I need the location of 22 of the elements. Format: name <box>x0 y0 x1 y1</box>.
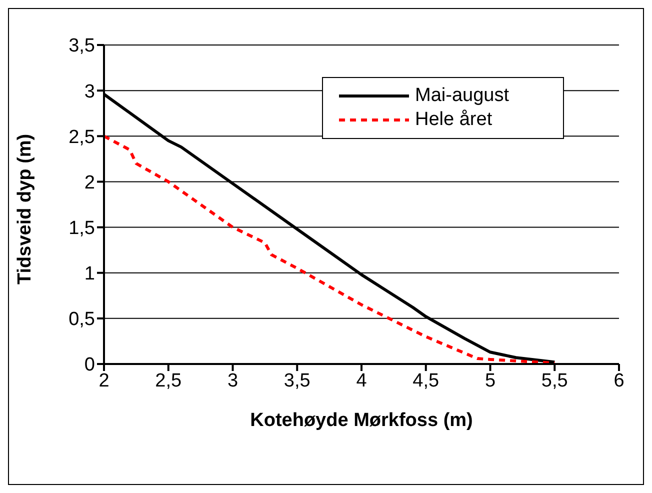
line-series <box>104 134 556 364</box>
x-tick-label: 5,5 <box>541 370 568 392</box>
y-tick-label: 0 <box>84 354 95 376</box>
legend-label: Mai-august <box>415 85 509 107</box>
x-tick-label: 4 <box>356 370 368 392</box>
x-tick-label: 4,5 <box>412 370 440 392</box>
x-tick-label: 3 <box>227 370 238 392</box>
x-axis-title: Kotehøyde Mørkfoss (m) <box>250 410 473 431</box>
y-axis-title: Tidsveid dyp (m) <box>14 134 36 284</box>
y-tick-label: 1 <box>84 264 95 285</box>
x-tick-label: 3,5 <box>284 370 310 392</box>
y-tick-label: 2,5 <box>68 126 95 148</box>
y-tick-label: 3,5 <box>68 36 95 57</box>
x-tick-label: 5 <box>484 370 496 392</box>
y-tick-label: 2 <box>84 172 95 194</box>
x-tick-label: 6 <box>614 370 624 392</box>
x-tick-label: 2 <box>98 370 110 392</box>
x-tick-label: 2,5 <box>155 370 182 392</box>
legend-label: Hele året <box>415 109 492 131</box>
y-tick-label: 1,5 <box>68 218 95 240</box>
y-tick-label: 0,5 <box>68 309 95 330</box>
y-tick-label: 3 <box>84 81 95 102</box>
